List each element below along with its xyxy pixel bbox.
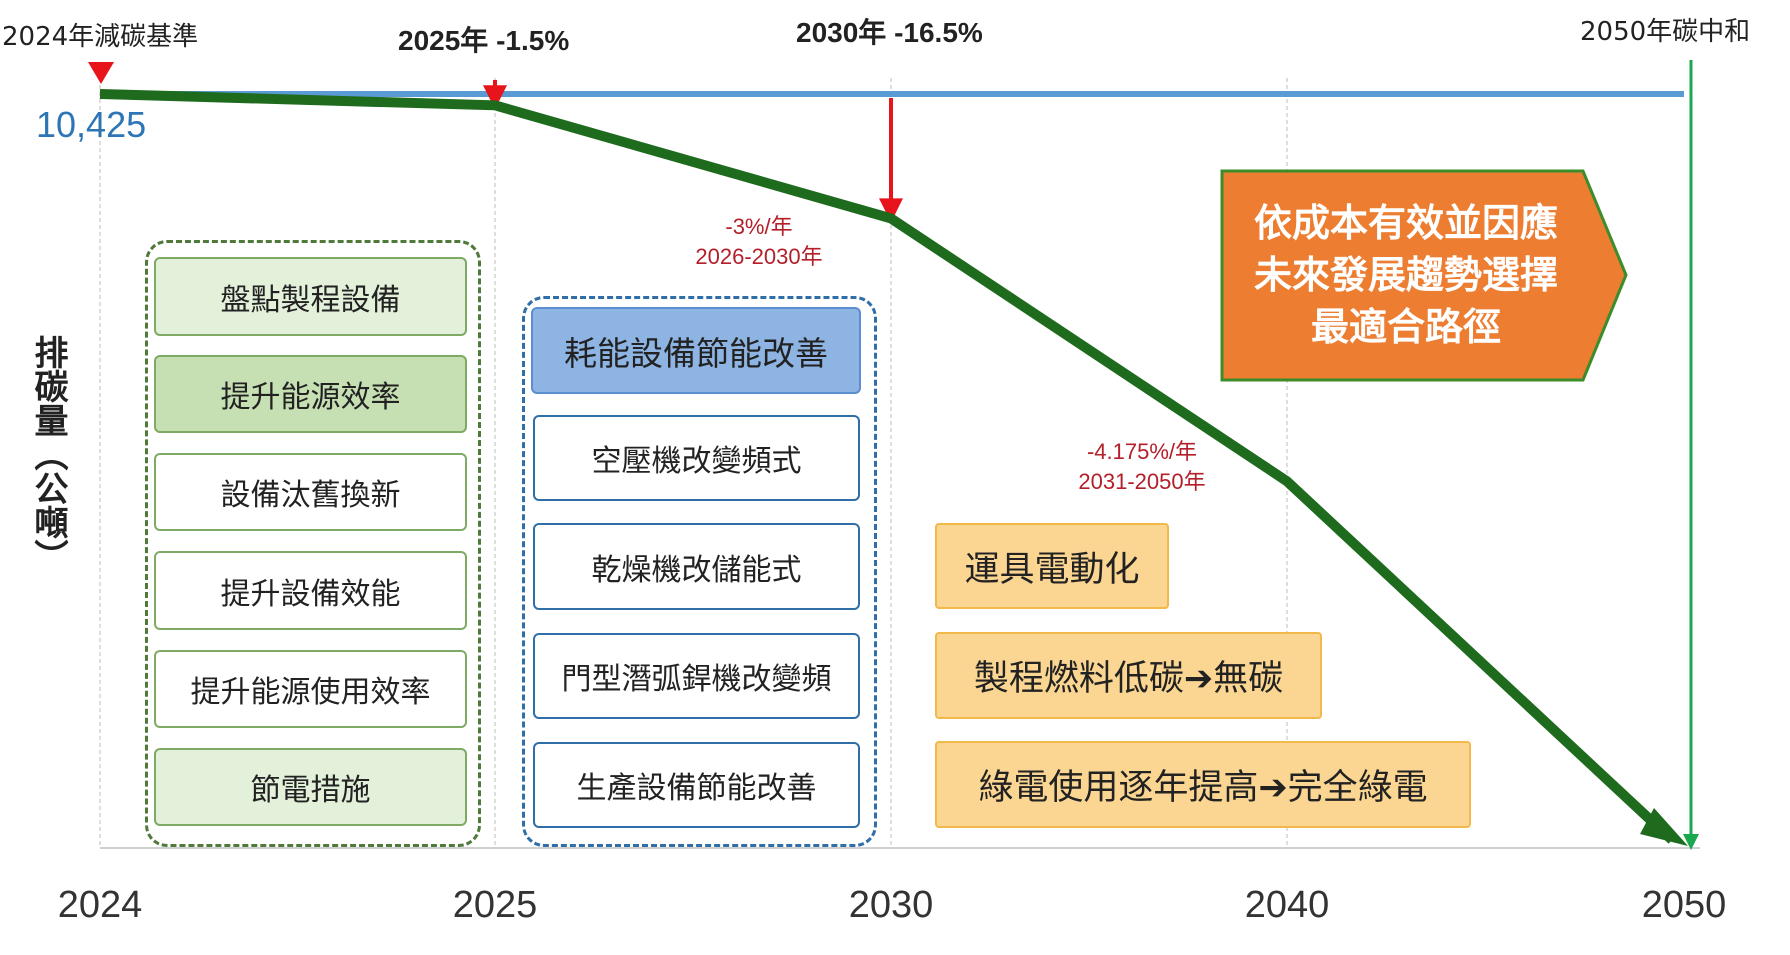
- measure-air-compressor: 空壓機改變頻式: [533, 415, 860, 501]
- annotation-2025: 2025年 -1.5%: [398, 24, 569, 56]
- callout-line-3: 最適合路徑: [1310, 305, 1501, 349]
- y-axis-label: 排碳量（公噸）: [18, 335, 78, 583]
- strategy-callout: 依成本有效並因應 未來發展趨勢選擇 最適合路徑: [1222, 197, 1590, 353]
- group-header-energy-saving: 耗能設備節能改善: [531, 307, 861, 394]
- rate-label-2a: -4.175%/年: [1087, 439, 1197, 464]
- callout-line-2: 未來發展趨勢選擇: [1253, 253, 1558, 297]
- measure-production-equipment: 生產設備節能改善: [533, 742, 860, 828]
- y-axis-label-text: 排碳量（公噸）: [28, 335, 68, 573]
- trend-arrowhead: [1640, 808, 1688, 846]
- annotation-start: 2024年減碳基準: [2, 22, 198, 52]
- x-tick-2025: 2025: [453, 884, 538, 926]
- rate-label-2b: 2031-2050年: [1078, 469, 1205, 494]
- group-2024-2025: [145, 240, 481, 847]
- x-tick-2050: 2050: [1642, 884, 1727, 926]
- measure-power-saving: 節電措施: [154, 748, 467, 826]
- rate-label-1b: 2026-2030年: [695, 244, 822, 269]
- measure-green-power: 綠電使用逐年提高➔完全綠電: [935, 741, 1471, 828]
- group-2025-2030: [522, 296, 877, 847]
- strategy-callout-arrow: [1220, 169, 1628, 382]
- annotation-2050: 2050年碳中和: [1580, 17, 1750, 47]
- x-tick-2030: 2030: [849, 884, 934, 926]
- callout-line-1: 依成本有效並因應: [1253, 201, 1558, 245]
- rate-label-1a: -3%/年: [725, 214, 792, 239]
- measure-welding-machine: 門型潛弧銲機改變頻: [533, 633, 860, 719]
- x-tick-2024: 2024: [58, 884, 143, 926]
- annotation-2030: 2030年 -16.5%: [796, 16, 983, 48]
- measure-vehicle-electrification: 運具電動化: [935, 523, 1169, 609]
- measure-energy-use-efficiency: 提升能源使用效率: [154, 650, 467, 728]
- net-zero-arrowhead: [1683, 834, 1699, 850]
- measure-energy-efficiency: 提升能源效率: [154, 355, 467, 433]
- measure-low-carbon-fuel: 製程燃料低碳➔無碳: [935, 632, 1322, 719]
- baseline-value-label: 10,425: [36, 104, 146, 145]
- measure-equipment-performance: 提升設備效能: [154, 551, 467, 630]
- x-tick-2040: 2040: [1245, 884, 1330, 926]
- arrow-2030-head: [879, 198, 903, 223]
- arrow-2025-head: [483, 85, 507, 110]
- measure-equipment-replacement: 設備汰舊換新: [154, 453, 467, 531]
- start-marker: [88, 62, 114, 84]
- measure-inventory: 盤點製程設備: [154, 257, 467, 336]
- measure-dryer: 乾燥機改儲能式: [533, 523, 860, 610]
